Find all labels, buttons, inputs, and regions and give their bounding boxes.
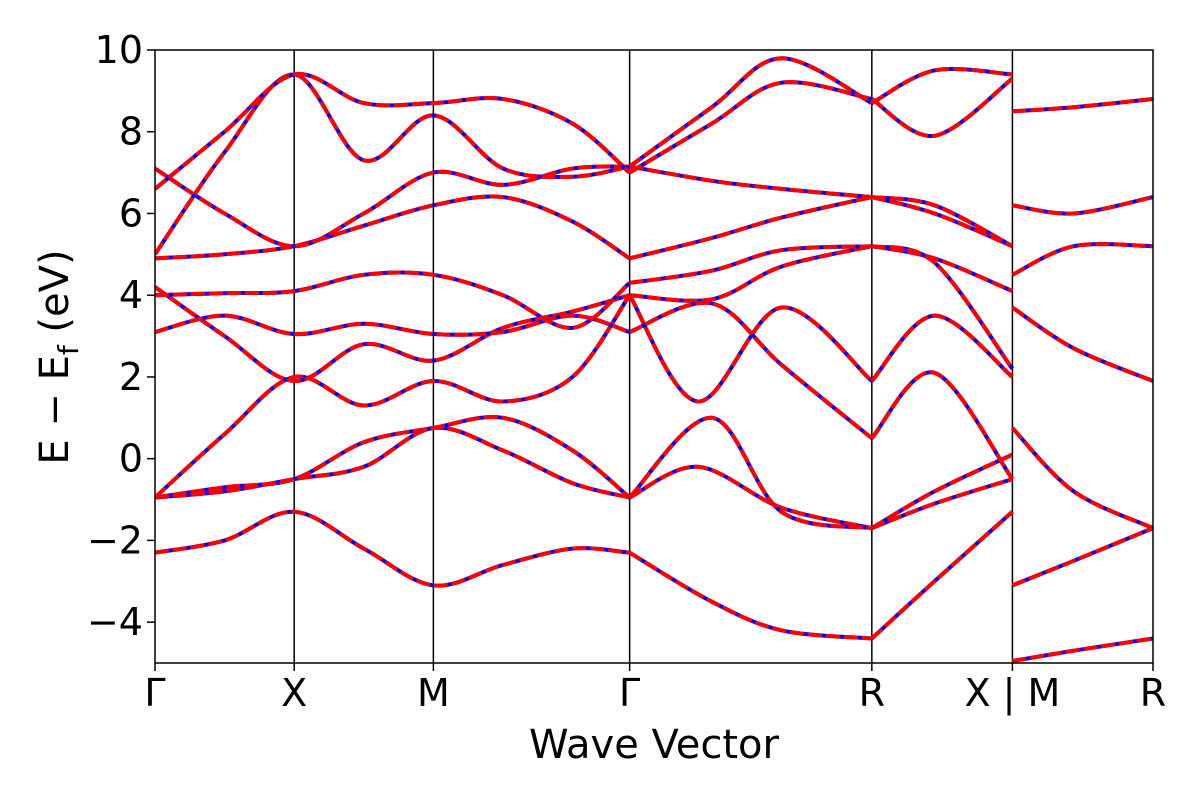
x-kpoint-label: R [859,671,885,715]
band-line-dashed [155,425,631,500]
band-line-dashed [155,164,630,249]
band-line-dashed [155,509,630,588]
y-axis-ticks: −4 −2 0 2 4 6 8 10 [87,28,155,644]
band-line-solid [628,415,873,531]
y-tick-label: 2 [119,355,143,399]
band-line-solid [155,285,631,384]
band-line-solid [628,550,872,641]
y-tick-label: 6 [119,191,143,235]
band-line-dashed [155,72,631,191]
band-line-dashed [155,285,631,384]
y-axis-title-main: E − E [32,355,78,465]
band-lines [155,56,1153,663]
band-line-solid [155,270,631,330]
band-line-dashed [1011,526,1153,588]
band-line-dashed [871,195,1014,249]
band-line-dashed [155,294,632,499]
y-tick-label: 10 [95,28,143,72]
y-tick-label: 4 [119,273,143,317]
x-kpoint-label: M [417,671,450,715]
band-line-dashed [628,300,874,440]
band-line-dashed [870,510,1014,640]
band-line-dashed [870,370,1015,481]
y-tick-label: 8 [119,110,143,154]
x-kpoint-label: Γ [144,671,165,715]
y-tick-label: −4 [87,600,143,644]
band-line-solid [628,80,873,175]
band-line-dashed [628,550,872,641]
band-line-dashed [628,56,873,169]
band-line-dashed [1012,97,1153,114]
band-line-solid [155,194,631,261]
band-line-dashed [155,72,630,256]
band-line-solid [870,313,1014,383]
x-kpoint-label: X [281,671,307,715]
x-kpoint-label: X | M [965,671,1061,716]
x-axis-kpoint-labels: Γ X M Γ R X | M R [144,663,1166,716]
band-line-dashed [628,415,873,531]
x-kpoint-label: R [1140,671,1166,715]
band-line-dashed [870,66,1013,105]
band-line-dashed [628,80,873,175]
band-line-dashed [870,313,1014,383]
band-line-dashed [871,195,1014,248]
band-line-dashed [871,477,1014,530]
kpoint-divider-lines [293,50,1014,663]
band-line-dashed [155,415,631,500]
band-line-dashed [155,313,631,337]
band-line-dashed [629,244,872,285]
band-line-dashed [1011,242,1153,277]
x-kpoint-label: Γ [619,671,640,715]
band-line-dashed [870,452,1014,530]
band-line-dashed [629,244,873,303]
plot-frame [154,49,1154,664]
band-line-dashed [1012,636,1153,663]
y-axis-title-unit: (eV) [32,249,78,345]
band-line-solid [629,244,873,303]
band-line-dashed [629,195,873,261]
band-line-dashed [1012,195,1153,216]
band-line-solid [1011,242,1153,277]
y-axis-title: E − Ef (eV) [32,249,85,464]
band-line-dashed [155,270,631,330]
band-line-dashed [1010,426,1153,530]
x-axis-title: Wave Vector [529,722,780,768]
band-line-dashed [629,164,872,200]
band-line-solid [155,72,630,256]
band-line-solid [1011,305,1153,383]
band-line-dashed [871,244,1014,293]
band-line-dashed [155,194,631,261]
y-tick-label: 0 [119,437,143,481]
band-line-dashed [627,294,874,404]
band-line-dashed [871,244,1015,370]
band-line-solid [1010,426,1153,530]
band-line-dashed [1011,305,1153,383]
band-line-dashed [870,76,1014,138]
y-axis-title-subscript: f [52,344,85,355]
band-line-solid [870,76,1014,138]
band-line-solid [627,294,874,404]
y-tick-label: −2 [87,518,143,562]
band-line-dashed [628,464,873,531]
